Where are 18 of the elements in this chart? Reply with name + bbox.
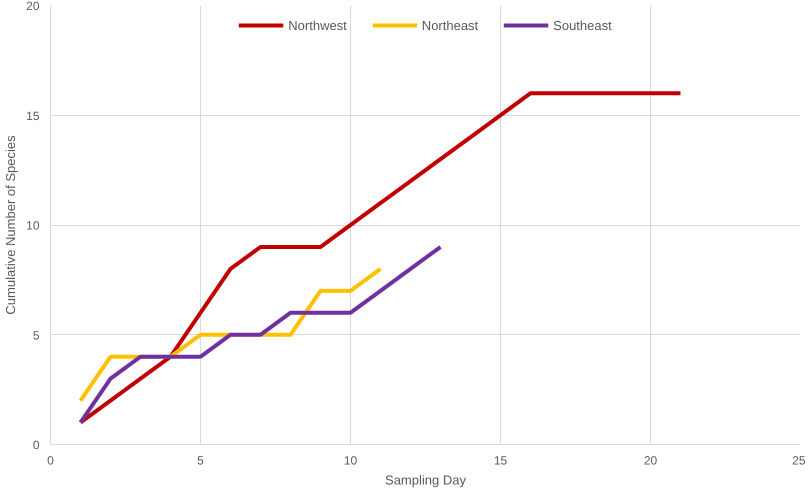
x-tick-label: 25 — [792, 454, 806, 468]
legend-label: Southeast — [553, 18, 612, 32]
x-axis-title: Sampling Day — [385, 472, 466, 488]
x-tick-label: 0 — [47, 454, 54, 468]
legend-label: Northeast — [422, 18, 478, 32]
x-tick-label: 5 — [197, 454, 204, 468]
x-tick-label: 20 — [644, 454, 658, 468]
y-tick-label: 5 — [32, 328, 40, 342]
y-tick-label: 15 — [26, 108, 40, 123]
y-axis-title: Cumulative Number of Species — [3, 134, 18, 315]
line-series — [78, 244, 442, 425]
y-tick-label: 20 — [26, 0, 40, 13]
x-tick-label: 15 — [494, 454, 508, 468]
x-tick-label: 10 — [344, 454, 358, 468]
y-tick-label: 10 — [26, 218, 40, 232]
legend-label: Northwest — [288, 18, 347, 32]
y-tick-label: 0 — [32, 438, 40, 452]
line-series — [78, 91, 682, 425]
